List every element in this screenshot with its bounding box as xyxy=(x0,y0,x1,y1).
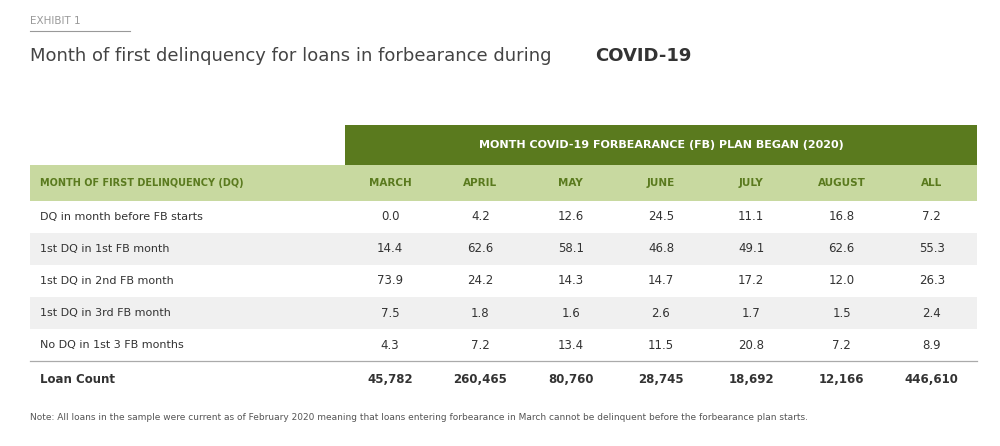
Text: 1.7: 1.7 xyxy=(742,306,761,320)
Text: 12,166: 12,166 xyxy=(819,373,864,386)
Text: 24.2: 24.2 xyxy=(467,274,494,288)
Bar xyxy=(30,297,977,329)
Text: 446,610: 446,610 xyxy=(905,373,959,386)
Text: 12.0: 12.0 xyxy=(829,274,855,288)
Text: 1.6: 1.6 xyxy=(561,306,580,320)
Text: 1st DQ in 1st FB month: 1st DQ in 1st FB month xyxy=(40,244,170,254)
Bar xyxy=(345,125,977,165)
Text: 7.2: 7.2 xyxy=(922,210,941,223)
Bar xyxy=(30,361,977,398)
Text: 0.0: 0.0 xyxy=(381,210,399,223)
Text: 4.3: 4.3 xyxy=(381,339,399,352)
Text: 55.3: 55.3 xyxy=(919,242,945,256)
Text: 260,465: 260,465 xyxy=(453,373,507,386)
Text: 20.8: 20.8 xyxy=(738,339,764,352)
Text: 62.6: 62.6 xyxy=(828,242,855,256)
Text: Loan Count: Loan Count xyxy=(40,373,115,386)
Bar xyxy=(30,265,977,297)
Text: 73.9: 73.9 xyxy=(377,274,403,288)
Bar xyxy=(30,165,977,201)
Text: 16.8: 16.8 xyxy=(829,210,855,223)
Text: 11.1: 11.1 xyxy=(738,210,764,223)
Bar xyxy=(30,329,977,361)
Text: 7.2: 7.2 xyxy=(832,339,851,352)
Text: Note: All loans in the sample were current as of February 2020 meaning that loan: Note: All loans in the sample were curre… xyxy=(30,413,808,422)
Text: COVID-19: COVID-19 xyxy=(595,47,691,65)
Text: EXHIBIT 1: EXHIBIT 1 xyxy=(30,16,81,25)
Text: 24.5: 24.5 xyxy=(648,210,674,223)
Text: 18,692: 18,692 xyxy=(728,373,774,386)
Text: 7.5: 7.5 xyxy=(381,306,399,320)
Text: 17.2: 17.2 xyxy=(738,274,764,288)
Bar xyxy=(30,233,977,265)
Text: No DQ in 1st 3 FB months: No DQ in 1st 3 FB months xyxy=(40,340,184,350)
Text: DQ in month before FB starts: DQ in month before FB starts xyxy=(40,212,203,222)
Text: MARCH: MARCH xyxy=(369,178,412,188)
Text: MONTH OF FIRST DELINQUENCY (DQ): MONTH OF FIRST DELINQUENCY (DQ) xyxy=(40,178,244,188)
Text: 14.7: 14.7 xyxy=(648,274,674,288)
Text: 26.3: 26.3 xyxy=(919,274,945,288)
Text: 14.3: 14.3 xyxy=(558,274,584,288)
Text: 7.2: 7.2 xyxy=(471,339,490,352)
Text: 2.6: 2.6 xyxy=(652,306,670,320)
Text: Month of first delinquency for loans in forbearance during: Month of first delinquency for loans in … xyxy=(30,47,557,65)
Text: 11.5: 11.5 xyxy=(648,339,674,352)
Text: 4.2: 4.2 xyxy=(471,210,490,223)
Text: 45,782: 45,782 xyxy=(367,373,413,386)
Text: 1st DQ in 3rd FB month: 1st DQ in 3rd FB month xyxy=(40,308,171,318)
Text: 13.4: 13.4 xyxy=(558,339,584,352)
Text: 8.9: 8.9 xyxy=(923,339,941,352)
Text: JULY: JULY xyxy=(739,178,764,188)
Text: AUGUST: AUGUST xyxy=(818,178,866,188)
Text: 14.4: 14.4 xyxy=(377,242,403,256)
Text: 2.4: 2.4 xyxy=(922,306,941,320)
Text: 1.5: 1.5 xyxy=(832,306,851,320)
Text: 28,745: 28,745 xyxy=(638,373,684,386)
Text: APRIL: APRIL xyxy=(463,178,497,188)
Text: 80,760: 80,760 xyxy=(548,373,593,386)
Text: 12.6: 12.6 xyxy=(558,210,584,223)
Text: ALL: ALL xyxy=(921,178,942,188)
Text: 1st DQ in 2nd FB month: 1st DQ in 2nd FB month xyxy=(40,276,174,286)
Text: 62.6: 62.6 xyxy=(467,242,494,256)
Text: 1.8: 1.8 xyxy=(471,306,490,320)
Text: 58.1: 58.1 xyxy=(558,242,584,256)
Text: MONTH COVID-19 FORBEARANCE (FB) PLAN BEGAN (2020): MONTH COVID-19 FORBEARANCE (FB) PLAN BEG… xyxy=(479,140,843,150)
Text: 46.8: 46.8 xyxy=(648,242,674,256)
Text: MAY: MAY xyxy=(558,178,583,188)
Bar xyxy=(30,201,977,233)
Text: JUNE: JUNE xyxy=(647,178,675,188)
Text: 49.1: 49.1 xyxy=(738,242,764,256)
